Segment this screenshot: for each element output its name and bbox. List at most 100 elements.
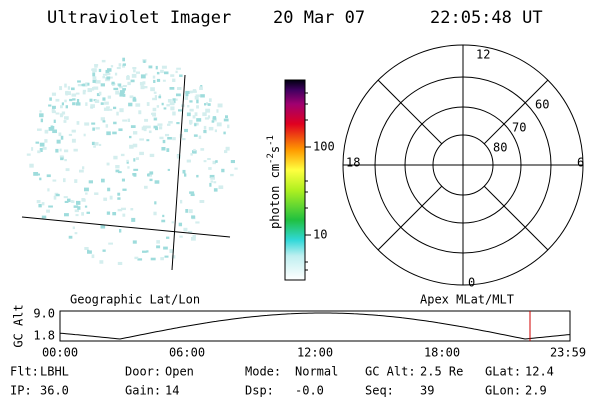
pixel — [156, 245, 161, 249]
pixel — [187, 230, 193, 233]
pixel — [171, 255, 176, 259]
colorbar — [284, 79, 306, 281]
pixel — [210, 177, 215, 180]
pixel — [139, 138, 144, 141]
pixel — [38, 204, 42, 208]
pixel — [108, 242, 113, 245]
pixel — [65, 105, 68, 109]
pixel — [143, 60, 146, 63]
pixel — [103, 197, 108, 201]
pixel — [140, 85, 145, 90]
pixel — [190, 153, 193, 156]
pixel — [209, 174, 215, 179]
pixel — [26, 153, 31, 156]
mlt-label: 6 — [577, 156, 584, 170]
pixel — [53, 119, 56, 123]
pixel — [69, 98, 73, 102]
pixel — [185, 92, 189, 97]
pixel — [225, 146, 230, 151]
pixel — [104, 101, 109, 105]
pixel — [223, 131, 226, 135]
pixel — [73, 205, 79, 208]
pixel — [172, 100, 175, 104]
pixel — [186, 112, 191, 117]
pixel — [100, 117, 105, 121]
pixel — [210, 180, 214, 183]
pixel — [212, 160, 216, 165]
pixel — [193, 134, 198, 137]
pixel — [73, 148, 78, 152]
pixel — [194, 123, 197, 127]
pixel — [36, 200, 41, 204]
pixel — [182, 169, 186, 174]
pixel — [58, 132, 62, 137]
pixel — [91, 141, 95, 146]
pixel — [68, 235, 73, 239]
pixel — [143, 127, 147, 132]
pixel — [186, 159, 191, 163]
pixel — [133, 158, 136, 162]
x-tick: 06:00 — [169, 346, 205, 360]
pixel — [139, 81, 144, 86]
pixel — [196, 105, 199, 109]
pixel — [107, 108, 113, 111]
pixel — [119, 108, 124, 113]
pixel — [189, 119, 193, 124]
pixel — [88, 180, 93, 184]
pixel — [133, 173, 137, 177]
pixel — [200, 148, 205, 151]
pixel — [211, 120, 215, 123]
status-label: Flt: — [10, 365, 39, 379]
pixel — [183, 227, 188, 232]
pixel — [44, 139, 48, 143]
pixel — [74, 209, 80, 213]
pixel — [72, 102, 76, 106]
pixel — [117, 192, 121, 196]
pixel — [196, 118, 202, 122]
pixel — [208, 167, 212, 170]
pixel — [117, 197, 121, 200]
pixel — [72, 226, 75, 230]
pixel — [102, 120, 106, 123]
pixel — [92, 86, 95, 91]
y-tick: 9.0 — [33, 307, 55, 321]
pixel — [204, 103, 207, 106]
pixel — [161, 147, 166, 151]
pixel — [71, 129, 76, 133]
pixel — [71, 87, 75, 91]
pixel — [189, 191, 195, 194]
pixel — [152, 107, 157, 112]
pixel — [133, 69, 136, 73]
pixel — [176, 154, 181, 159]
pixel — [135, 157, 139, 161]
pixel — [59, 155, 64, 158]
pixel — [176, 67, 181, 70]
status-value: Open — [165, 365, 194, 379]
status-value: 12.4 — [525, 365, 554, 379]
pixel — [77, 80, 81, 83]
pixel — [192, 115, 196, 119]
pixel — [172, 78, 176, 83]
pixel — [119, 229, 122, 233]
pixel — [122, 88, 127, 91]
pixel — [51, 126, 55, 130]
pixel — [67, 198, 71, 203]
status-value: -0.0 — [295, 384, 324, 398]
mlat-label: 70 — [512, 121, 526, 135]
pixel — [35, 141, 40, 144]
pixel — [100, 102, 104, 105]
parallel — [21, 216, 231, 238]
meridian — [171, 74, 186, 271]
pixel — [157, 123, 163, 126]
pixel — [165, 133, 170, 137]
pixel — [162, 139, 166, 144]
pixel — [127, 166, 130, 169]
pixel — [207, 158, 211, 161]
pixel — [192, 234, 196, 238]
pixel — [203, 130, 207, 133]
pixel — [63, 120, 67, 123]
pixel — [102, 97, 106, 101]
x-tick: 12:00 — [297, 346, 333, 360]
pixel — [203, 125, 207, 130]
pixel — [119, 85, 123, 89]
